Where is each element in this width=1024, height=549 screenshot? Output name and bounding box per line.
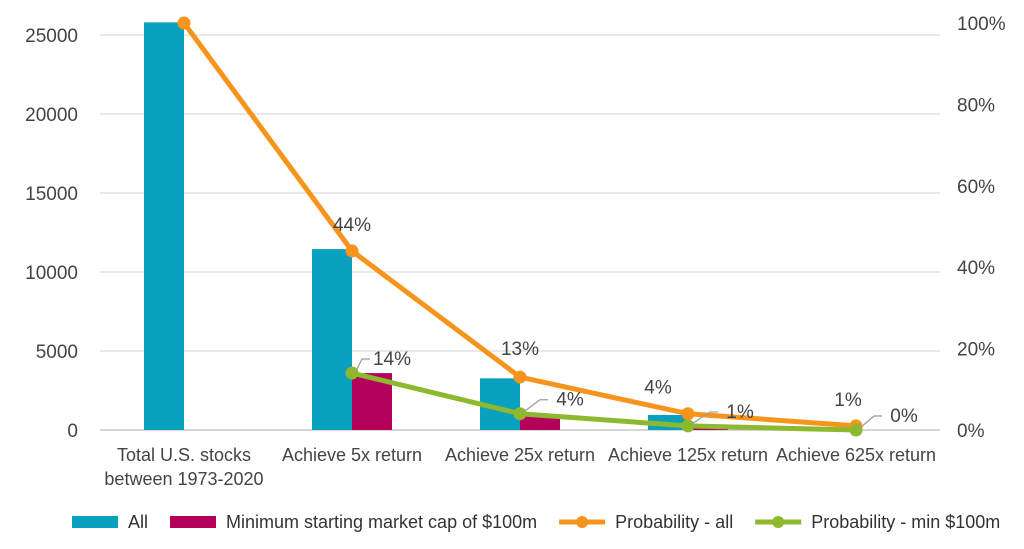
bar-min-100m <box>520 414 560 430</box>
left-tick-label: 5000 <box>36 342 78 363</box>
point-probability-min-100m <box>345 366 359 380</box>
category-label: Achieve 625x return <box>776 445 936 465</box>
left-tick-label: 15000 <box>25 184 78 205</box>
legend-label: Probability - all <box>615 512 733 532</box>
point-probability-all <box>345 244 359 258</box>
right-tick-label: 40% <box>957 258 995 279</box>
leader-line <box>355 358 370 372</box>
category-labels: Total U.S. stocks between 1973-2020 Achiev… <box>104 445 936 489</box>
data-label: 13% <box>501 339 539 360</box>
data-label: 4% <box>556 390 584 411</box>
legend: All Minimum starting market cap of $100m P… <box>72 512 1000 532</box>
point-probability-min-100m <box>513 407 527 421</box>
left-tick-label: 25000 <box>25 26 78 47</box>
left-axis: 0 5000 10000 15000 20000 25000 <box>25 26 78 442</box>
legend-swatch <box>72 516 118 528</box>
data-label: 0% <box>890 406 918 427</box>
right-tick-label: 100% <box>957 14 1006 35</box>
data-label: 1% <box>834 390 862 411</box>
category-label: Achieve 5x return <box>282 445 422 465</box>
left-tick-label: 10000 <box>25 263 78 284</box>
category-label: Achieve 125x return <box>608 445 768 465</box>
legend-label: Probability - min $100m <box>811 512 1000 532</box>
point-probability-all <box>681 407 695 421</box>
category-label: between 1973-2020 <box>104 469 263 489</box>
category-label: Total U.S. stocks <box>117 445 251 465</box>
bar-all <box>144 22 184 431</box>
left-tick-label: 20000 <box>25 105 78 126</box>
leader-line <box>523 399 548 413</box>
data-label: 1% <box>726 402 754 423</box>
line-probability-all <box>181 21 857 429</box>
data-labels: 44% 13% 4% 1% 14% 4% 1% 0% <box>333 215 918 429</box>
legend-label: Minimum starting market cap of $100m <box>226 512 537 532</box>
data-label: 44% <box>333 215 371 236</box>
point-probability-min-100m <box>681 419 695 433</box>
bar-all <box>312 249 352 430</box>
leader-line <box>691 411 718 425</box>
data-label: 14% <box>373 349 411 370</box>
right-tick-label: 0% <box>957 421 985 442</box>
point-probability-all <box>177 16 191 30</box>
legend-swatch <box>170 516 217 528</box>
legend-marker <box>576 516 589 528</box>
line-probability-min-100m <box>351 370 857 433</box>
lines <box>177 16 863 437</box>
right-axis: 0% 20% 40% 60% 80% 100% <box>957 14 1006 442</box>
right-tick-label: 60% <box>957 177 995 198</box>
right-tick-label: 20% <box>957 340 995 361</box>
category-label: Achieve 25x return <box>445 445 595 465</box>
left-tick-label: 0 <box>67 421 78 442</box>
legend-marker <box>772 516 785 528</box>
point-probability-min-100m <box>849 423 863 437</box>
point-probability-all <box>513 370 527 384</box>
legend-label: All <box>128 512 148 532</box>
leader-line <box>859 415 882 429</box>
data-label: 4% <box>644 378 672 399</box>
right-tick-label: 80% <box>957 95 995 116</box>
